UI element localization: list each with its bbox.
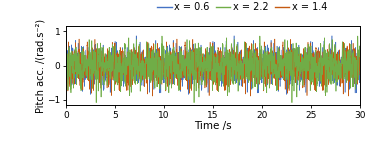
x = 1.4 [192, 102, 196, 104]
x = 2.2 [357, 64, 362, 66]
x = 2.2 [273, 38, 277, 40]
x = 0.6 [64, 76, 68, 78]
x = 0.6 [330, 35, 334, 37]
Legend: x = 0.6, x = 2.2, x = 1.4: x = 0.6, x = 2.2, x = 1.4 [156, 1, 328, 13]
x = 1.4 [357, 48, 362, 50]
Line: x = 2.2: x = 2.2 [66, 39, 360, 96]
Line: x = 0.6: x = 0.6 [66, 36, 360, 94]
x = 1.4 [161, 54, 166, 56]
Line: x = 1.4: x = 1.4 [66, 36, 360, 103]
x = 2.2 [181, 77, 185, 79]
x = 0.6 [357, 76, 362, 78]
x = 2.2 [344, 49, 349, 51]
x = 1.4 [64, 48, 68, 50]
x = 1.4 [205, 59, 210, 61]
x = 1.4 [258, 35, 262, 37]
Y-axis label: Pitch acc. /(rad.s⁻²): Pitch acc. /(rad.s⁻²) [36, 19, 46, 113]
x = 1.4 [242, 50, 247, 52]
x = 2.2 [161, 65, 166, 67]
x = 0.6 [88, 94, 93, 95]
x = 2.2 [248, 95, 252, 97]
x = 0.6 [161, 82, 166, 84]
x = 1.4 [181, 56, 185, 58]
x = 0.6 [344, 75, 349, 77]
x = 0.6 [242, 70, 247, 72]
x = 2.2 [242, 63, 246, 65]
x = 2.2 [64, 64, 68, 66]
x = 0.6 [205, 66, 210, 68]
x = 2.2 [122, 54, 127, 56]
x = 1.4 [344, 82, 349, 83]
x = 2.2 [205, 56, 209, 58]
x = 0.6 [181, 79, 185, 81]
x = 1.4 [122, 57, 127, 59]
X-axis label: Time /s: Time /s [194, 121, 232, 131]
x = 0.6 [123, 63, 127, 64]
